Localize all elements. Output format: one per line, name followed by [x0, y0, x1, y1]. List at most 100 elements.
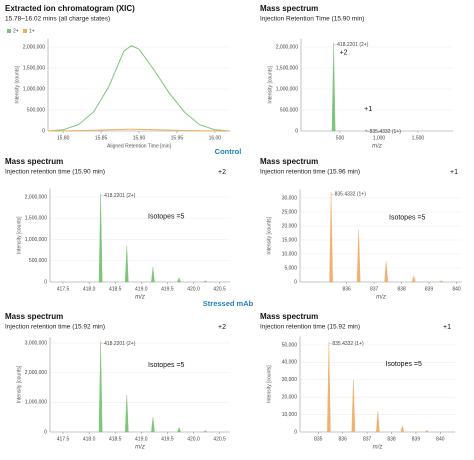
charge-label: +1	[443, 324, 451, 331]
legend-swatch	[23, 29, 27, 33]
isotopes-label: Isotopes =5	[389, 214, 425, 221]
y-tick-label: 1,500,000	[25, 216, 47, 222]
x-axis-label: Aligned Retention Time [min]	[107, 143, 172, 149]
y-tick-label: 0	[294, 279, 297, 285]
chart-title: Mass spectrum	[260, 157, 318, 166]
chart-subtitle: Injection retention time (15.90 min)	[5, 169, 105, 176]
data-line	[47, 128, 231, 132]
isotopes-label: Isotopes =5	[148, 362, 184, 369]
charge-label: +1	[450, 169, 458, 176]
x-tick-label: 836	[343, 286, 352, 292]
x-tick-label: 15.85	[95, 135, 108, 141]
y-tick-label: 20,000	[282, 395, 298, 401]
peak	[329, 192, 333, 283]
x-tick-label: 1,500	[412, 135, 425, 141]
x-tick-label: 837	[363, 436, 372, 442]
x-tick-label: 418.5	[109, 286, 122, 292]
y-axis-label: Intensity [counts]	[267, 65, 273, 103]
y-tick-label: 500,000	[27, 107, 45, 113]
peak-label: 418.2201 (2+)	[104, 193, 136, 199]
peak	[351, 379, 356, 433]
x-tick-label: 420.5	[213, 436, 226, 442]
x-tick-label: 500	[336, 135, 345, 141]
chart-subtitle: Injection Retention Time (15.90 min)	[260, 16, 364, 23]
y-axis-label: Intensity [counts]	[14, 65, 20, 103]
peak	[424, 429, 429, 433]
peak	[203, 280, 208, 283]
y-axis-label: Intensity [counts]	[16, 365, 22, 403]
peak	[327, 341, 331, 433]
peak-label: 418.2201 (2+)	[104, 341, 136, 347]
x-axis-label: m/z	[373, 445, 383, 451]
x-axis-label: m/z	[372, 144, 382, 150]
x-tick-label: 419.0	[135, 286, 148, 292]
peak	[411, 275, 416, 283]
section-label: Stressed mAb	[203, 299, 254, 308]
y-tick-label: 25,000	[282, 209, 298, 215]
x-tick-label: 836	[339, 436, 348, 442]
charge-label: +2	[218, 324, 226, 331]
y-tick-label: 1,500,000	[23, 65, 45, 71]
x-tick-label: 838	[397, 286, 406, 292]
peak	[151, 267, 155, 283]
peak	[124, 394, 129, 433]
y-tick-label: 0	[294, 429, 297, 435]
y-tick-label: 10,000	[282, 412, 298, 418]
chart-title: Mass spectrum	[5, 312, 63, 321]
peak	[331, 42, 336, 132]
chart-title: Mass spectrum	[260, 312, 318, 321]
y-tick-label: 0	[295, 128, 298, 134]
peak	[439, 280, 444, 283]
peak	[400, 425, 405, 433]
peak	[203, 430, 208, 433]
y-tick-label: 1,000,000	[23, 86, 45, 92]
peak	[376, 411, 380, 433]
x-tick-label: 839	[425, 286, 434, 292]
peak	[98, 341, 103, 433]
y-tick-label: 2,000,000	[23, 44, 45, 50]
charge-label: +2	[340, 49, 348, 56]
peak	[98, 193, 103, 283]
y-tick-label: 30,000	[282, 377, 298, 383]
chart-subtitle: Injection retention time (15.92 min)	[5, 324, 105, 331]
y-tick-label: 1,000,000	[25, 400, 47, 406]
peak	[177, 277, 181, 283]
x-axis-label: m/z	[135, 445, 145, 451]
x-tick-label: 15.95	[171, 135, 184, 141]
charge-label: +2	[218, 169, 226, 176]
isotopes-label: Isotopes =5	[148, 213, 184, 220]
x-tick-label: 418.0	[83, 436, 96, 442]
legend-label: 1+	[29, 28, 35, 34]
y-tick-label: 500,000	[29, 258, 47, 264]
peak	[124, 245, 129, 283]
x-tick-label: 840	[452, 286, 461, 292]
x-tick-label: 1,000	[373, 135, 386, 141]
x-tick-label: 420.0	[187, 436, 200, 442]
y-tick-label: 2,000,000	[25, 194, 47, 200]
isotopes-label: Isotopes =5	[386, 361, 422, 368]
charge-label: +1	[364, 106, 372, 113]
y-tick-label: 2,000,000	[276, 44, 298, 50]
y-tick-label: 3,000,000	[25, 340, 47, 346]
y-tick-label: 30,000	[282, 195, 298, 201]
x-axis-label: m/z	[376, 295, 386, 301]
y-tick-label: 5,000	[284, 265, 297, 271]
peak	[151, 417, 155, 433]
y-axis-label: Intensity [counts]	[266, 365, 272, 403]
legend-label: 2+	[13, 28, 19, 34]
y-tick-label: 0	[42, 128, 45, 134]
section-label: Control	[215, 147, 242, 156]
y-tick-label: 1,500,000	[276, 65, 298, 71]
x-tick-label: 840	[436, 436, 445, 442]
y-axis-label: Intensity [counts]	[16, 216, 22, 254]
peak	[363, 129, 369, 132]
y-tick-label: 0	[44, 279, 47, 285]
x-tick-label: 419.5	[161, 436, 174, 442]
y-tick-label: 15,000	[282, 237, 298, 243]
chart-subtitle: Injection retention time (15.96 min)	[260, 169, 360, 176]
y-tick-label: 2,000,000	[25, 370, 47, 376]
x-tick-label: 418.0	[83, 286, 96, 292]
peak	[384, 260, 389, 283]
x-tick-label: 417.5	[57, 436, 70, 442]
y-tick-label: 1,000,000	[276, 86, 298, 92]
